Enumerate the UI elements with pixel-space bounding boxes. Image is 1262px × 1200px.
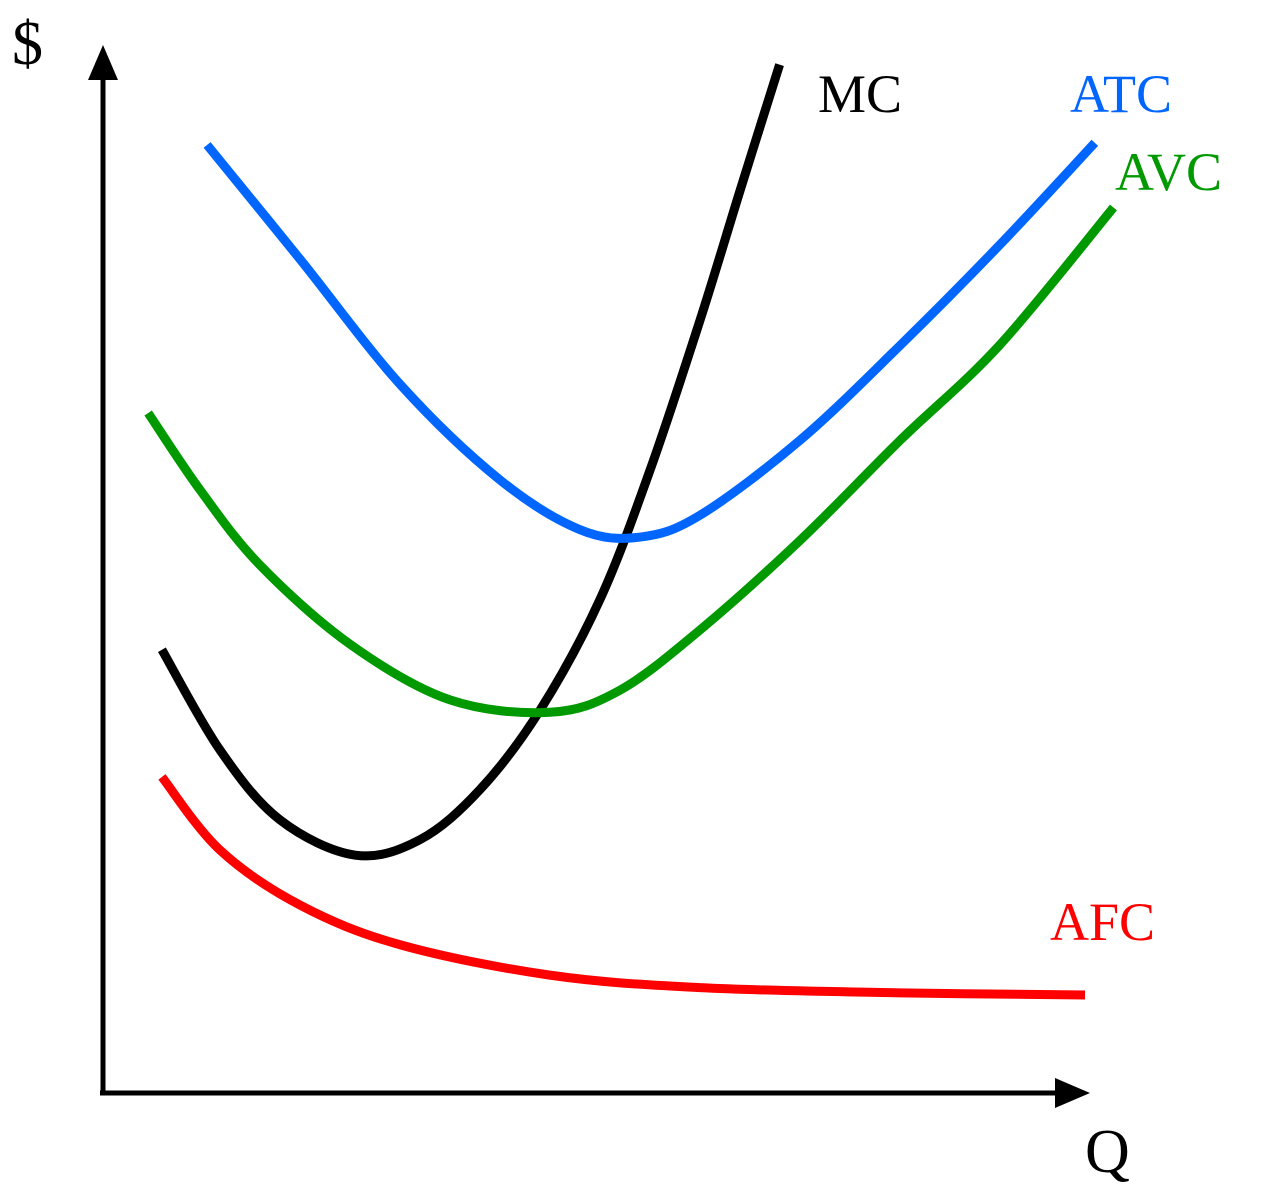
curve-label: MC: [818, 64, 902, 124]
curve: [203, 139, 1099, 543]
y-axis-arrow: [88, 45, 118, 80]
curve: [158, 774, 1086, 1000]
curve: [144, 204, 1117, 718]
x-axis-arrow: [1055, 1078, 1090, 1108]
y-axis-label: $: [12, 10, 43, 78]
curve-label: AVC: [1115, 142, 1222, 202]
x-axis-label: Q: [1085, 1118, 1130, 1186]
curve-label: ATC: [1070, 64, 1172, 124]
curve-label: AFC: [1050, 892, 1155, 952]
